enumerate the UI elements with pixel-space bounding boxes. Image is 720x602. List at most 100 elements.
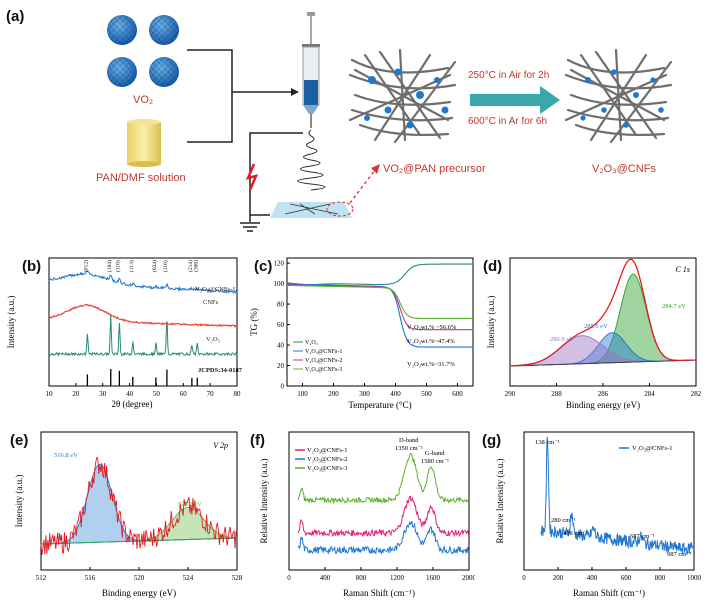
- g-xtick-label: 1000: [687, 574, 702, 582]
- b-peak-label: (214): [187, 260, 194, 272]
- e-xtick-label: 512: [36, 574, 47, 582]
- f-series-3: [297, 452, 469, 505]
- panel-g-label: (g): [482, 432, 502, 449]
- d-peak-286: 286.9 eV: [550, 336, 574, 343]
- g-xtick-label: 400: [587, 574, 598, 582]
- d-baseline: [509, 359, 697, 367]
- b-xtick-label: 50: [153, 390, 161, 398]
- f-series-2: [297, 520, 470, 555]
- d-axes-frame: [509, 257, 697, 387]
- e-xlabel: Binding energy (eV): [102, 588, 176, 598]
- f-xtick-label: 1200: [390, 574, 405, 582]
- c-xtick-label: 200: [328, 390, 339, 398]
- c-series-line: [286, 284, 473, 319]
- d-xtick-label: 284: [644, 390, 655, 398]
- c-annotation-3: V₂O₃wt.%~31.7%: [407, 361, 455, 368]
- c-xtick-label: 100: [297, 390, 308, 398]
- f-dband-value: 1350 cm⁻¹: [395, 445, 423, 452]
- b-legend-cnfs: CNFs: [203, 299, 219, 306]
- panel-b-chart: 10 20 30 40 50 60 70 80 (012) (104) (110) (113) (02…: [6, 257, 243, 409]
- syringe: [302, 12, 320, 128]
- step1-label: 250°C in Air for 2h: [468, 70, 550, 81]
- step2-label: 600°C in Ar for 6h: [468, 116, 548, 127]
- g-series-1: [540, 436, 694, 555]
- b-xtick-label: 60: [180, 390, 188, 398]
- pan-solution-cylinder: [127, 119, 161, 167]
- c-annotation-1: V₂O₃wt.% ~56.6%: [407, 324, 457, 331]
- c-legend: V₂O₃ V₂O₃@CNFs-1 V₂O₃@CNFs-2 V₂O₃@CNFs-3: [293, 340, 342, 373]
- c-series-line: [286, 284, 473, 331]
- f-gband-value: 1580 cm⁻¹: [421, 458, 449, 465]
- f-series-1: [297, 495, 470, 538]
- b-peak-label: (104): [106, 260, 113, 272]
- f-axes-frame: [288, 431, 470, 571]
- b-xtick-label: 10: [46, 390, 54, 398]
- c-ytick-label: 20: [277, 362, 285, 370]
- f-legend: V₂O₃@CNFs-1 V₂O₃@CNFs-2 V₂O₃@CNFs-3: [295, 447, 348, 472]
- f-legend-3: V₂O₃@CNFs-3: [307, 465, 348, 472]
- panel-f-label: (f): [250, 432, 265, 449]
- panel-d-chart: 290 288 286 284 282 C 1s 284.7 eV 285.6 eV 2…: [486, 257, 702, 410]
- b-series-v2o3-cnfs: [48, 270, 238, 295]
- e-baseline: [40, 537, 238, 545]
- g-xtick-label: 0: [522, 574, 526, 582]
- c-ytick-label: 60: [277, 321, 285, 329]
- c-xlabel: Temperature (°C): [348, 400, 411, 410]
- g-peak-138: 138 cm⁻¹: [535, 439, 560, 446]
- c-xtick-label: 600: [452, 390, 463, 398]
- g-legend-1: V₂O₃@CNFs-1: [632, 445, 673, 452]
- c-xtick-label: 300: [359, 390, 370, 398]
- b-reference-label: JCPDS:34-0187: [198, 367, 243, 374]
- d-title: C 1s: [676, 265, 690, 274]
- d-xtick-label: 290: [505, 390, 516, 398]
- b-peak-label: (116): [162, 260, 169, 272]
- c-xtick-label: 500: [421, 390, 432, 398]
- c-legend-4: V₂O₃@CNFs-3: [305, 367, 342, 373]
- d-ylabel: Intensity (a.u.): [486, 296, 496, 349]
- b-legend-v2o3: V₂O₃: [206, 336, 220, 343]
- schematic-drawing: [107, 12, 673, 232]
- g-peak-687: 687 cm⁻¹: [630, 533, 655, 540]
- g-peak-408: 408 cm⁻¹: [563, 530, 588, 537]
- panel-e-chart: 512 516 520 524 528 V 2p 516.8 eV 524.0 eV B…: [14, 431, 243, 598]
- b-xtick-label: 70: [207, 390, 215, 398]
- d-peak-285: 285.6 eV: [584, 323, 608, 330]
- b-legend-v2o3-cnfs: V₂O₃@CNFs-1: [195, 286, 236, 293]
- vo2-spheres: [107, 15, 179, 87]
- b-ylabel: Intensity (a.u.): [6, 296, 16, 349]
- fiber-mat-precursor: [348, 48, 457, 144]
- e-raw-spectrum: [40, 456, 237, 555]
- c-series-line: [286, 263, 473, 286]
- b-peak-label: (113): [128, 260, 135, 272]
- process-arrow: [470, 86, 560, 114]
- vo2-label: VO₂: [133, 94, 154, 106]
- f-gband: G-band: [425, 450, 445, 457]
- e-xtick-label: 516: [85, 574, 96, 582]
- panel-a-label: (a): [6, 8, 25, 25]
- b-series-cnfs: [48, 303, 237, 328]
- c-legend-2: V₂O₃@CNFs-1: [305, 349, 342, 355]
- e-peak-524: 524.0 eV: [178, 501, 202, 508]
- vo2-particles-precursor: [364, 68, 449, 129]
- e-xtick-label: 524: [183, 574, 194, 582]
- d-xtick-label: 286: [598, 390, 609, 398]
- electrospinning-jet: [297, 129, 326, 191]
- g-ylabel: Relative Intensity (a.u.): [495, 459, 505, 544]
- b-xtick-label: 30: [99, 390, 107, 398]
- e-peak-516: 516.8 eV: [54, 452, 78, 459]
- b-peak-label: (012): [82, 260, 89, 272]
- f-ylabel: Relative Intensity (a.u.): [259, 459, 269, 544]
- panel-c-chart: 100 200 300 400 500 600 0 20 40 60 80 100 120 V₂O₃ V…: [249, 257, 474, 410]
- c-legend-3: V₂O₃@CNFs-2: [305, 358, 342, 364]
- e-title: V 2p: [213, 441, 228, 450]
- c-ytick-label: 100: [274, 280, 285, 288]
- g-peak-280: 280 cm⁻¹: [551, 517, 576, 524]
- fiber-mat-product: [564, 48, 673, 144]
- f-legend-2: V₂O₃@CNFs-2: [307, 456, 348, 463]
- d-xlabel: Binding energy (eV): [566, 400, 640, 410]
- collector-plate: [270, 201, 354, 218]
- d-xtick-label: 282: [691, 390, 702, 398]
- g-axes-frame: [523, 431, 695, 571]
- product-label: V₂O₃@CNFs: [592, 163, 656, 175]
- b-axes-frame: [48, 257, 238, 387]
